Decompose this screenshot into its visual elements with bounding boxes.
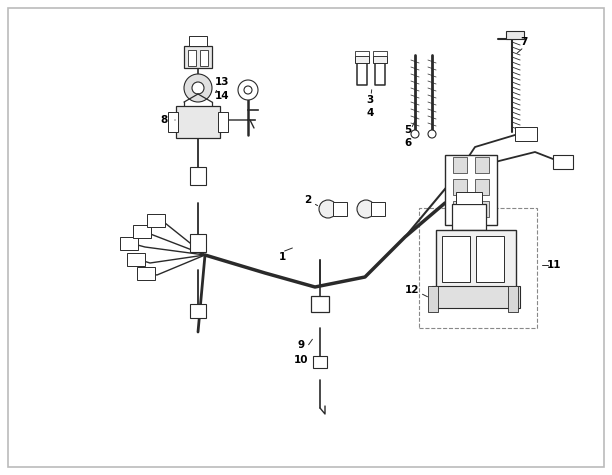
Bar [442,236,470,282]
Bar [188,50,196,66]
Bar [355,51,369,56]
Bar [475,201,489,217]
Circle shape [244,86,252,94]
Bar [127,253,145,266]
Bar [428,286,438,312]
Circle shape [319,200,337,218]
Bar [147,214,165,227]
Circle shape [192,82,204,94]
Text: 4: 4 [367,108,374,118]
Bar [355,56,369,63]
Bar [313,356,327,368]
Bar [190,304,206,318]
Text: 10: 10 [294,355,308,365]
Bar [553,155,573,169]
Text: 3: 3 [367,95,373,105]
Bar [475,179,489,195]
Text: 8: 8 [160,115,168,125]
Bar [168,112,178,132]
Bar [176,106,220,138]
Bar [453,179,467,195]
Text: 11: 11 [547,260,561,270]
Bar [456,286,468,300]
Circle shape [411,130,419,138]
Text: 14: 14 [215,91,230,101]
Bar [333,202,347,216]
Text: 2: 2 [304,195,312,205]
Text: 13: 13 [215,77,230,87]
Bar [438,286,450,300]
Bar [453,201,467,217]
Bar [184,46,212,68]
Bar [436,230,516,288]
Bar [515,127,537,141]
Bar [476,236,504,282]
Bar [137,267,155,280]
Bar [133,225,151,238]
Bar [453,157,467,173]
Text: 12: 12 [405,285,419,295]
Text: 9: 9 [297,340,305,350]
Circle shape [428,130,436,138]
Bar [419,208,537,328]
Bar [445,155,497,225]
Bar [452,204,486,230]
Circle shape [357,200,375,218]
Bar [371,202,385,216]
Bar [508,286,518,312]
Text: 5: 5 [405,125,412,135]
Bar [189,36,207,46]
Text: 6: 6 [405,138,412,148]
Bar [474,286,486,300]
Bar [218,112,228,132]
Bar [432,286,520,308]
Bar [373,51,387,56]
Bar [311,296,329,312]
Bar [200,50,208,66]
Bar [120,237,138,250]
Bar [506,31,524,39]
Text: 7: 7 [520,37,528,47]
Bar [190,234,206,252]
Text: 1: 1 [278,252,286,262]
Bar [475,157,489,173]
Bar [456,192,482,204]
Circle shape [184,74,212,102]
Bar [373,56,387,63]
Bar [492,286,504,300]
Bar [190,167,206,185]
Circle shape [238,80,258,100]
